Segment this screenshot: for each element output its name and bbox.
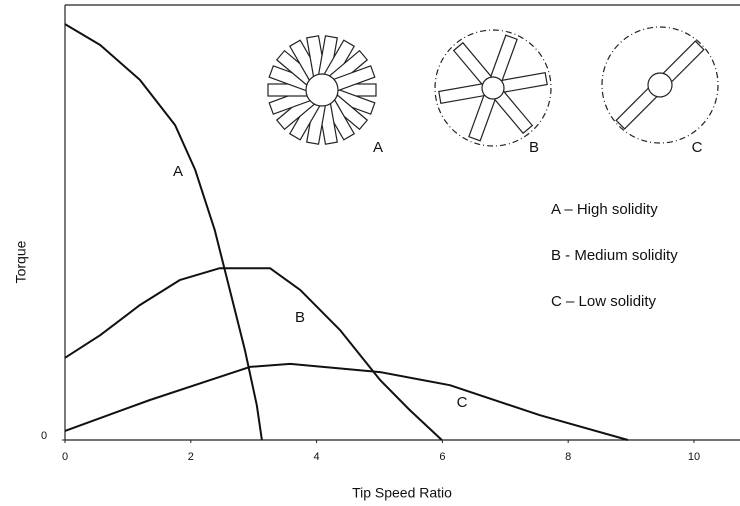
y-tick-label: 0 xyxy=(41,430,47,442)
annotation: C – Low solidity xyxy=(551,293,657,310)
series-line xyxy=(65,24,262,440)
x-tick-label: 6 xyxy=(439,451,445,463)
y-axis-title: Torque xyxy=(13,240,29,283)
rotor-c xyxy=(602,27,718,143)
x-tick-label: 2 xyxy=(188,451,194,463)
x-tick-label: 8 xyxy=(565,451,571,463)
rotor-label: C xyxy=(692,139,703,156)
chart: 0 Tip Speed Ratio Torque 0 2 4 6 8 10 A A B B C C A … xyxy=(0,0,740,506)
series-line xyxy=(65,268,442,440)
rotor-label: A xyxy=(373,139,383,156)
x-tick-label: 4 xyxy=(314,451,320,463)
rotor-label: B xyxy=(529,139,539,156)
curve-label: C xyxy=(457,394,468,411)
annotation: B - Medium solidity xyxy=(551,247,678,264)
x-axis-title: Tip Speed Ratio xyxy=(352,485,452,501)
annotation: A – High solidity xyxy=(551,201,658,218)
curve-label: A xyxy=(173,163,183,180)
rotor-b xyxy=(435,30,551,146)
x-tick-label: 0 xyxy=(62,451,68,463)
hub xyxy=(306,74,338,106)
x-tick-label: 10 xyxy=(688,451,700,463)
series-line xyxy=(65,364,628,440)
curve-label: B xyxy=(295,309,305,326)
rotor-a xyxy=(268,36,376,144)
